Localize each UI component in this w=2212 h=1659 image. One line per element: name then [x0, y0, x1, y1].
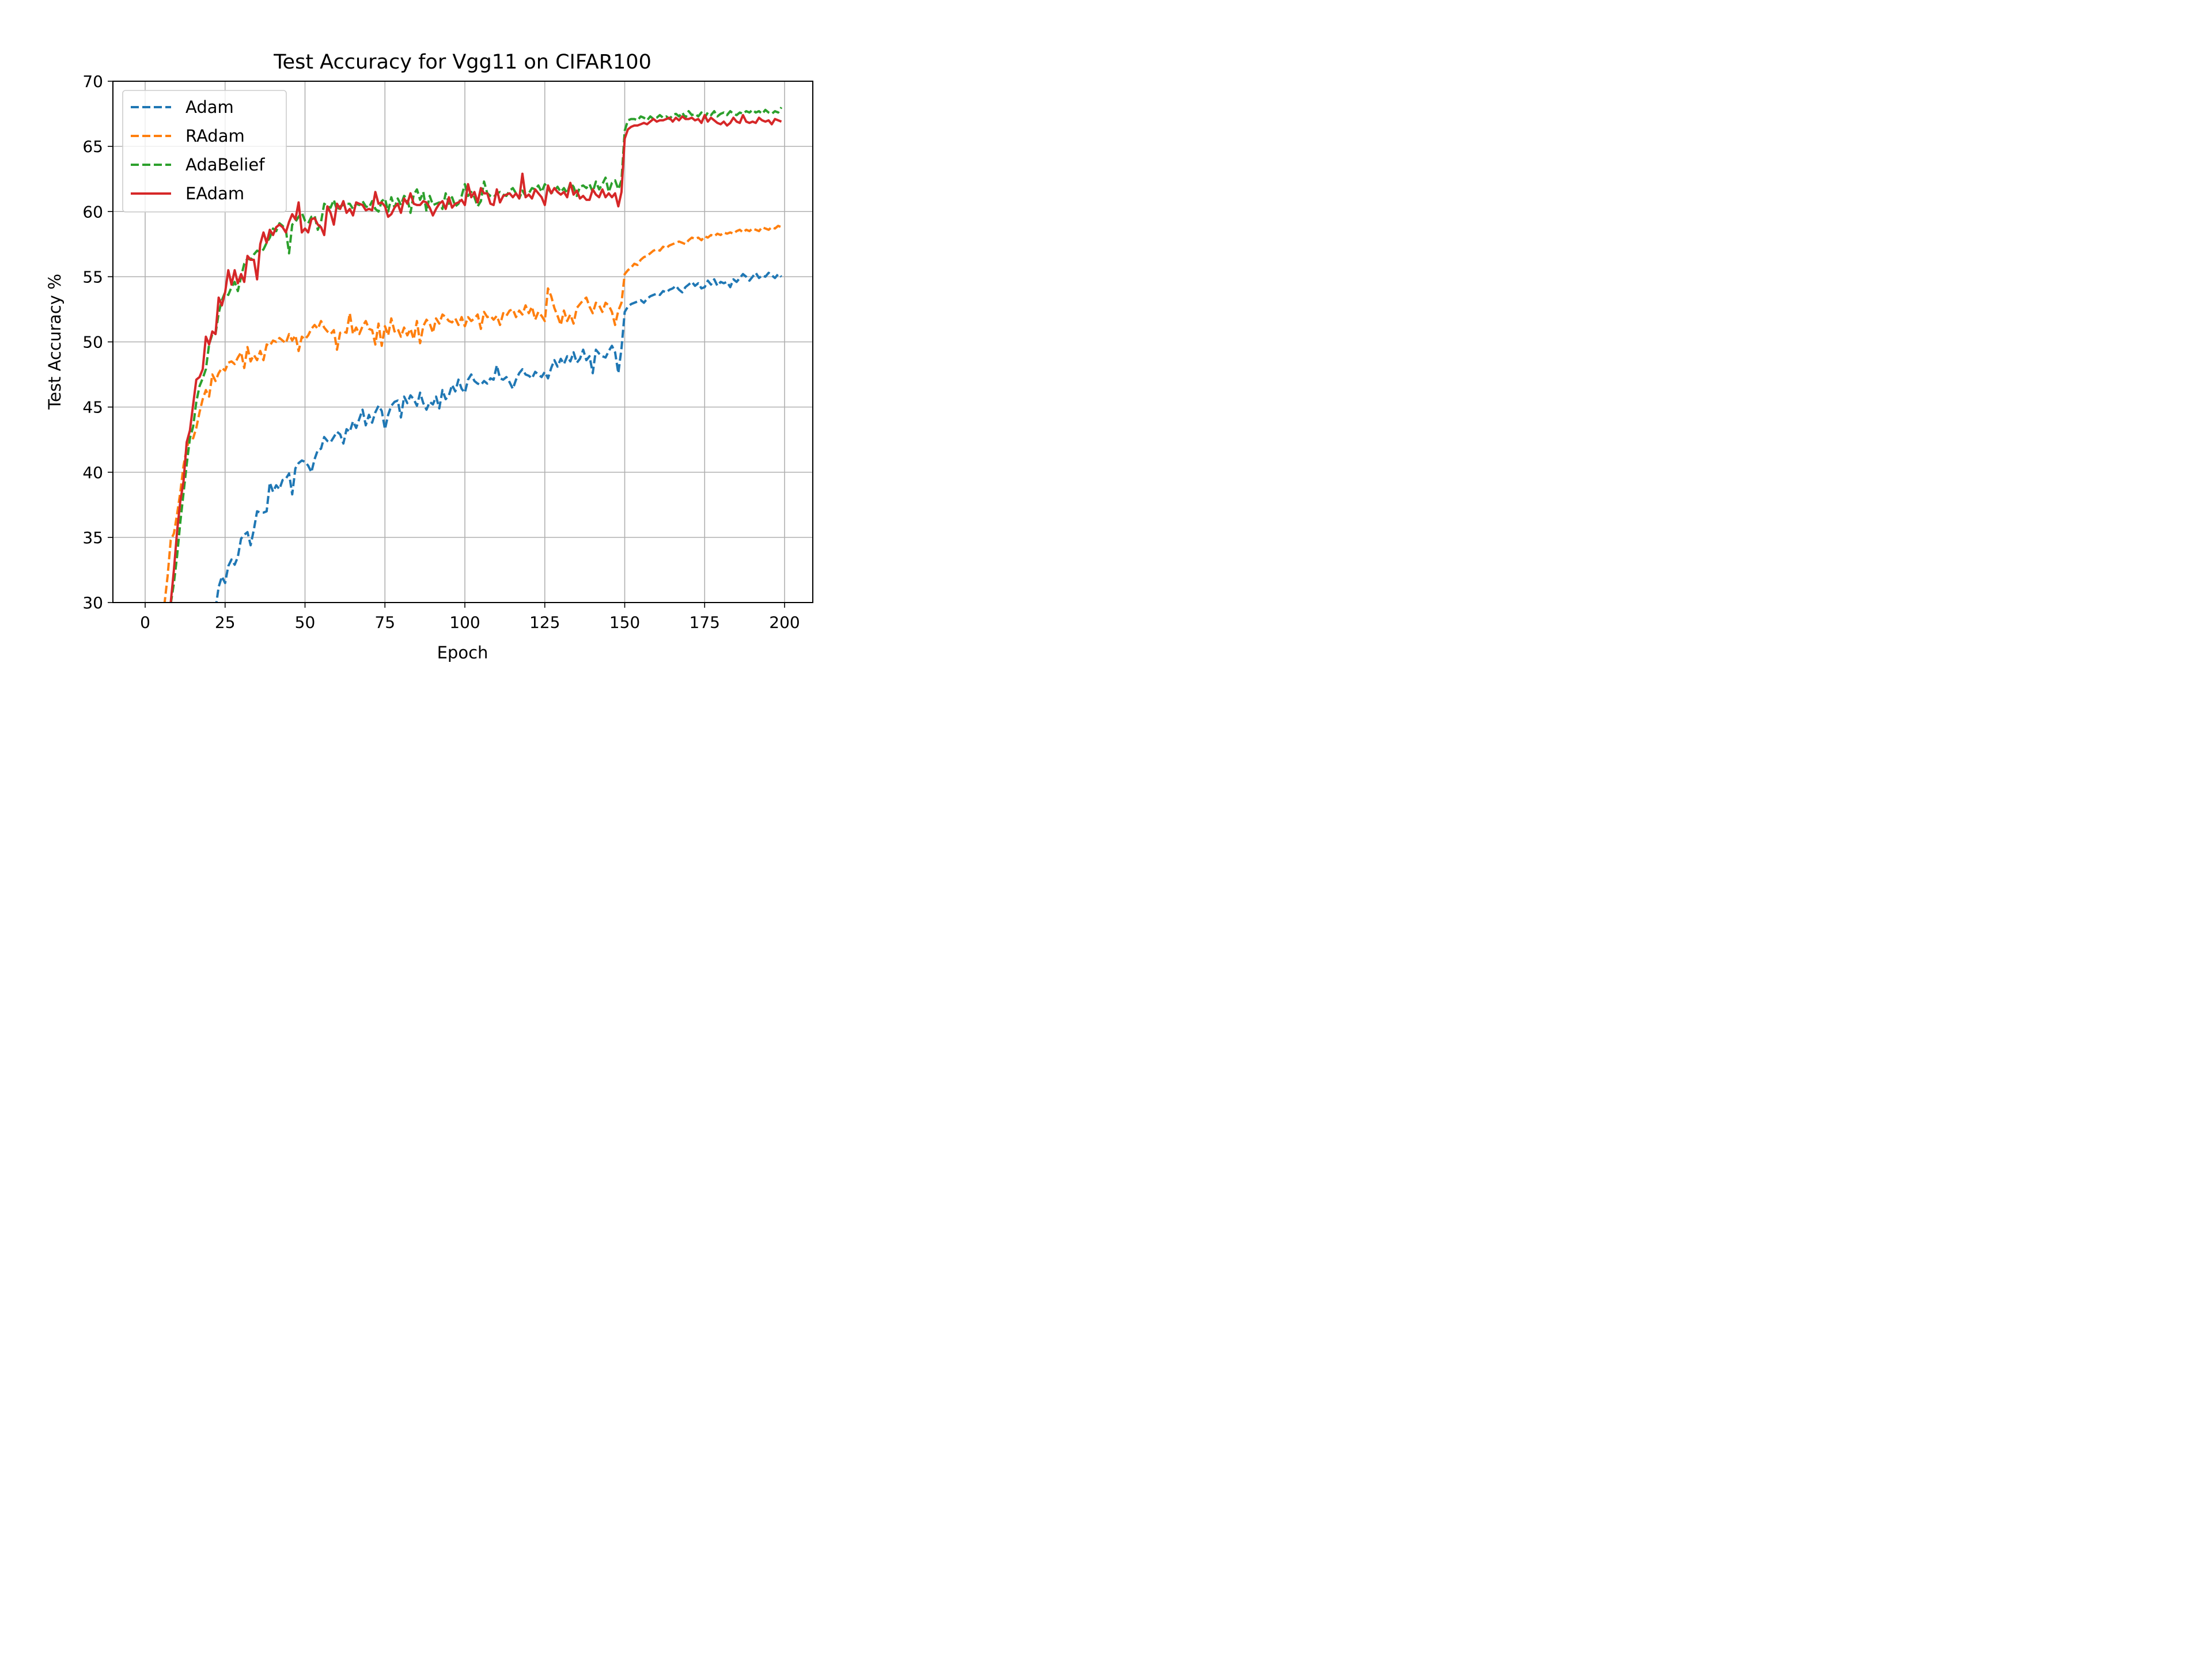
y-tick-label: 40: [82, 463, 103, 482]
legend-label: RAdam: [185, 126, 245, 146]
legend-label: EAdam: [185, 184, 244, 203]
x-axis-label: Epoch: [437, 643, 488, 662]
axis-ticks: 0 25 50 75 100 125 150 175 200 30 35 40 45 50 55 60 65 70: [82, 72, 800, 632]
x-tick-label: 0: [140, 613, 150, 632]
x-tick-label: 150: [609, 613, 640, 632]
y-axis-label: Test Accuracy %: [45, 274, 65, 410]
y-tick-label: 50: [82, 333, 103, 352]
y-tick-label: 65: [82, 137, 103, 156]
x-tick-label: 100: [449, 613, 480, 632]
y-tick-label: 55: [82, 267, 103, 286]
series-line-radam: [163, 225, 782, 603]
series-line-adam: [215, 271, 782, 603]
chart-title: Test Accuracy for Vgg11 on CIFAR100: [273, 51, 652, 74]
x-tick-label: 25: [215, 613, 236, 632]
legend: Adam RAdam AdaBelief EAdam: [122, 90, 287, 213]
x-tick-label: 125: [529, 613, 560, 632]
y-tick-label: 30: [82, 593, 103, 612]
series-line-adabelief: [169, 107, 783, 603]
y-tick-label: 35: [82, 528, 103, 547]
legend-label: Adam: [185, 97, 234, 117]
x-tick-label: 75: [374, 613, 395, 632]
legend-label: AdaBelief: [185, 155, 265, 175]
x-tick-label: 175: [690, 613, 720, 632]
x-tick-label: 200: [769, 613, 800, 632]
x-tick-label: 50: [295, 613, 316, 632]
legend-box: [122, 90, 287, 213]
y-tick-label: 60: [82, 202, 103, 221]
grid: [113, 81, 813, 603]
y-tick-label: 45: [82, 398, 103, 417]
series-layer: [163, 107, 783, 603]
series-line-eadam: [169, 113, 782, 603]
y-tick-label: 70: [82, 72, 103, 91]
line-chart: Test Accuracy for Vgg11 on CIFAR100 0 25 5…: [0, 0, 891, 668]
